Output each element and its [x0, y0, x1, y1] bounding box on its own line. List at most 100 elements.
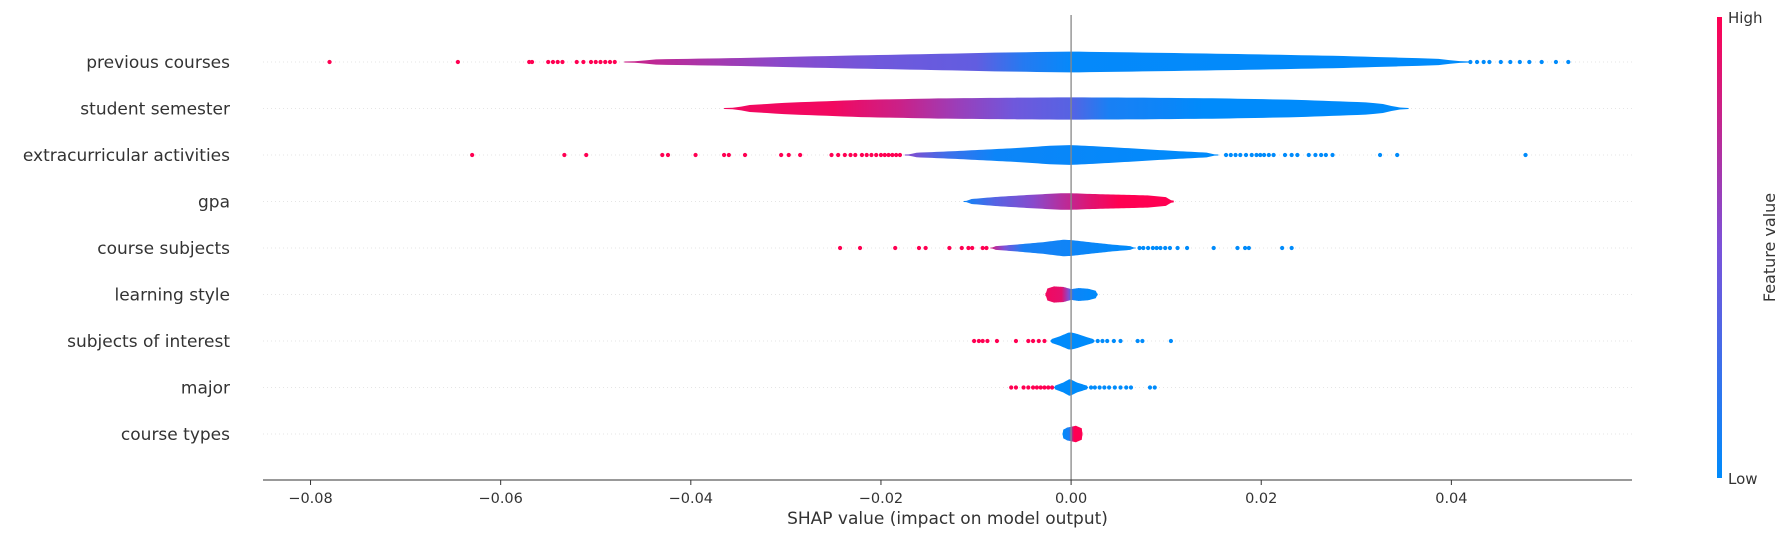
point-low-extracurricular-activities: [1395, 152, 1400, 158]
point-low-major: [1088, 385, 1094, 390]
point-high-subjects-of-interest: [1026, 338, 1031, 344]
point-high-extracurricular-activities: [874, 152, 879, 158]
point-low-previous-courses: [1527, 59, 1532, 65]
point-high-extracurricular-activities: [779, 152, 784, 158]
point-low-previous-courses: [1498, 59, 1503, 65]
point-low-subjects-of-interest: [1140, 338, 1145, 344]
point-high-extracurricular-activities: [786, 152, 791, 158]
point-low-extracurricular-activities: [1223, 152, 1229, 158]
point-high-course-subjects: [966, 245, 971, 251]
point-low-course-subjects: [1280, 245, 1285, 251]
point-low-major: [1118, 385, 1123, 390]
point-low-previous-courses: [1508, 59, 1513, 65]
point-low-major: [1124, 385, 1129, 390]
point-high-previous-courses: [560, 59, 565, 65]
point-high-major: [1009, 385, 1014, 390]
x-tick-label: −0.06: [478, 491, 522, 507]
point-low-extracurricular-activities: [1295, 152, 1300, 158]
point-low-subjects-of-interest: [1105, 338, 1110, 344]
point-low-previous-courses: [1539, 59, 1544, 65]
x-axis-title: SHAP value (impact on model output): [787, 509, 1108, 529]
point-low-course-subjects: [1141, 245, 1146, 251]
point-high-major: [1034, 385, 1039, 390]
point-low-extracurricular-activities: [1306, 152, 1311, 158]
feature-label-gpa: gpa: [198, 193, 230, 213]
point-low-extracurricular-activities: [1271, 152, 1276, 158]
point-low-previous-courses: [1481, 59, 1486, 65]
point-high-extracurricular-activities: [836, 152, 841, 158]
x-tick-label: −0.02: [859, 491, 903, 507]
point-high-extracurricular-activities: [878, 152, 884, 158]
point-low-subjects-of-interest: [1100, 338, 1105, 344]
point-low-subjects-of-interest: [1135, 338, 1140, 344]
point-low-course-subjects: [1158, 245, 1163, 251]
point-low-major: [1092, 385, 1097, 390]
point-high-course-subjects: [980, 245, 985, 251]
point-low-extracurricular-activities: [1323, 152, 1328, 158]
point-high-extracurricular-activities: [886, 152, 891, 158]
point-high-extracurricular-activities: [470, 152, 475, 158]
point-low-course-subjects: [1289, 245, 1294, 251]
violin-previous-courses: [624, 51, 1471, 73]
point-high-previous-courses: [555, 59, 560, 65]
point-high-major: [1042, 385, 1047, 390]
point-high-extracurricular-activities: [848, 152, 853, 158]
colorbar-high-label: High: [1728, 9, 1762, 27]
point-high-extracurricular-activities: [798, 152, 803, 158]
point-high-previous-courses: [588, 59, 594, 65]
violin-course-subjects: [990, 239, 1136, 257]
point-high-previous-courses: [612, 59, 617, 65]
point-low-previous-courses: [1517, 59, 1522, 65]
point-low-major: [1097, 385, 1102, 390]
point-low-extracurricular-activities: [1330, 152, 1335, 158]
point-low-course-subjects: [1175, 245, 1180, 251]
x-tick-label: −0.04: [669, 491, 713, 507]
point-high-major: [1038, 385, 1043, 390]
point-high-previous-courses: [327, 59, 332, 65]
point-high-extracurricular-activities: [693, 152, 698, 158]
point-high-previous-courses: [529, 59, 535, 65]
point-high-course-subjects: [893, 245, 898, 251]
x-tick-label: 0.02: [1245, 491, 1277, 507]
point-low-previous-courses: [1474, 59, 1480, 65]
point-low-subjects-of-interest: [1095, 338, 1100, 344]
point-low-course-subjects: [1137, 245, 1142, 251]
feature-label-course-subjects: course subjects: [97, 239, 230, 259]
point-low-previous-courses: [1553, 59, 1559, 65]
point-low-previous-courses: [1468, 59, 1473, 65]
point-high-extracurricular-activities: [660, 152, 665, 158]
point-low-extracurricular-activities: [1261, 152, 1267, 158]
point-high-extracurricular-activities: [853, 152, 858, 158]
point-low-extracurricular-activities: [1249, 152, 1254, 158]
point-high-previous-courses: [574, 59, 579, 65]
point-high-course-subjects: [984, 245, 989, 251]
point-high-extracurricular-activities: [584, 152, 589, 158]
point-low-previous-courses: [1487, 59, 1492, 65]
point-low-extracurricular-activities: [1243, 152, 1249, 158]
point-high-extracurricular-activities: [829, 152, 834, 158]
violin-gpa: [963, 193, 1174, 210]
point-high-previous-courses: [593, 59, 598, 65]
point-high-previous-courses: [546, 59, 551, 65]
colorbar-title: Feature value: [1760, 193, 1779, 302]
feature-label-course-types: course types: [121, 425, 230, 445]
point-low-major: [1102, 385, 1107, 390]
point-high-previous-courses: [455, 59, 460, 65]
feature-label-extracurricular-activities: extracurricular activities: [23, 146, 230, 166]
point-high-extracurricular-activities: [894, 152, 899, 158]
point-low-subjects-of-interest: [1118, 338, 1123, 344]
point-high-extracurricular-activities: [882, 152, 887, 158]
point-low-course-subjects: [1184, 245, 1190, 251]
point-high-extracurricular-activities: [859, 152, 865, 158]
point-low-extracurricular-activities: [1254, 152, 1259, 158]
point-low-major: [1107, 385, 1112, 390]
point-high-subjects-of-interest: [972, 338, 977, 344]
feature-label-student-semester: student semester: [80, 100, 230, 120]
colorbar-low-label: Low: [1728, 470, 1758, 488]
point-high-major: [1046, 385, 1051, 390]
point-low-extracurricular-activities: [1266, 152, 1271, 158]
point-high-subjects-of-interest: [980, 338, 985, 344]
point-low-subjects-of-interest: [1168, 338, 1174, 344]
feature-label-major: major: [181, 379, 230, 399]
